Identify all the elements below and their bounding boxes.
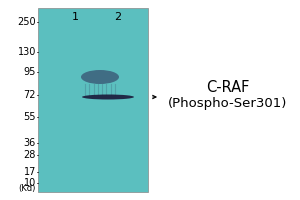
Text: 10: 10 [24, 178, 36, 188]
Text: (Phospho-Ser301): (Phospho-Ser301) [168, 97, 288, 110]
Text: 36: 36 [24, 138, 36, 148]
Text: 95: 95 [24, 67, 36, 77]
Text: 1: 1 [71, 12, 79, 22]
Text: C-RAF: C-RAF [206, 80, 250, 96]
Text: 28: 28 [24, 150, 36, 160]
Text: 250: 250 [17, 17, 36, 27]
Text: (Kd): (Kd) [19, 184, 36, 193]
Text: 72: 72 [23, 90, 36, 100]
Ellipse shape [82, 95, 134, 99]
Ellipse shape [81, 70, 119, 84]
Text: 130: 130 [18, 47, 36, 57]
Bar [38, 8, 148, 192]
Text: 55: 55 [23, 112, 36, 122]
Text: 17: 17 [24, 167, 36, 177]
Text: 2: 2 [114, 12, 122, 22]
